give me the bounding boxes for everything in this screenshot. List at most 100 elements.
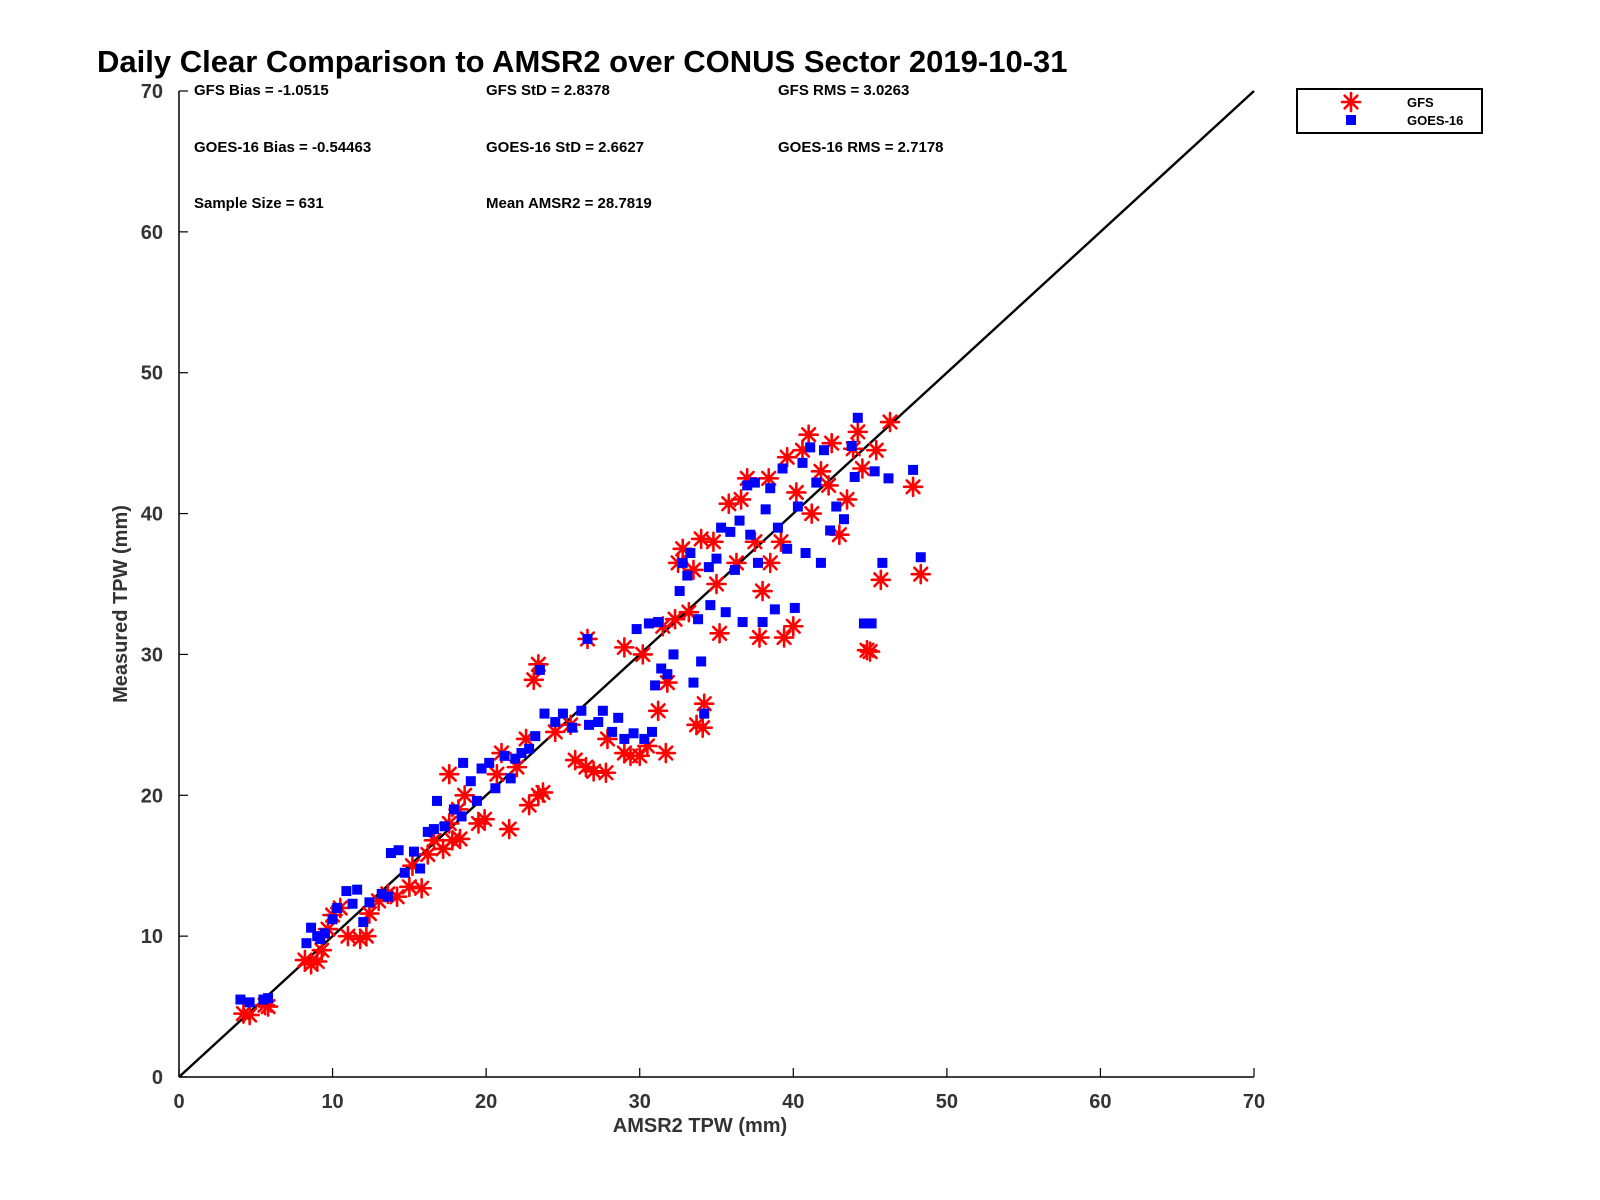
y-tick-label: 30 xyxy=(141,644,163,666)
goes-16-point xyxy=(742,480,753,491)
y-tick-label: 10 xyxy=(141,926,163,948)
gfs-point xyxy=(776,446,798,468)
goes-16-point xyxy=(364,897,375,908)
goes-16-point xyxy=(341,886,352,897)
goes-16-point xyxy=(315,933,326,944)
y-tick-label: 70 xyxy=(141,81,163,103)
gfs-point xyxy=(664,608,686,630)
goes-16-point xyxy=(301,938,312,949)
goes-16-point xyxy=(846,440,857,451)
gfs-point xyxy=(709,622,730,644)
gfs-point xyxy=(411,877,432,899)
goes-16-point xyxy=(358,917,369,928)
gfs-point xyxy=(847,421,869,443)
gfs-point xyxy=(836,489,858,510)
goes-16-point xyxy=(737,617,748,628)
gfs-point xyxy=(438,763,460,785)
gfs-point xyxy=(449,828,471,850)
goes-16-point xyxy=(415,863,426,874)
gfs-point xyxy=(417,844,439,865)
goes-16-point xyxy=(631,624,642,635)
gfs-point xyxy=(730,489,752,510)
x-tick-label: 20 xyxy=(475,1091,497,1113)
gfs-point xyxy=(523,669,545,691)
goes-16-point xyxy=(465,776,476,787)
goes-16-point xyxy=(716,522,727,533)
goes-16-point xyxy=(805,442,816,453)
goes-16-point xyxy=(883,473,894,484)
goes-16-point xyxy=(516,748,527,759)
y-tick-label: 50 xyxy=(141,363,163,385)
goes-16-point xyxy=(915,552,926,563)
goes-16-point xyxy=(458,757,469,768)
goes-16-point xyxy=(628,728,639,739)
gfs-point xyxy=(614,637,635,658)
goes-16-point xyxy=(769,604,780,615)
legend-goes-label: GOES-16 xyxy=(1407,113,1463,128)
gfs-point xyxy=(703,531,724,553)
gfs-point xyxy=(758,468,780,489)
goes-16-point xyxy=(471,795,482,806)
gfs-point xyxy=(865,439,887,461)
gfs-point xyxy=(486,763,508,785)
goes-16-point xyxy=(448,804,459,815)
gfs-point xyxy=(810,461,832,482)
goes-16-point xyxy=(432,795,442,806)
goes-16-point xyxy=(838,514,849,525)
goes-16-point xyxy=(653,617,664,628)
x-tick-label: 40 xyxy=(782,1091,804,1113)
gfs-std-text: GFS StD = 2.8378 xyxy=(486,82,610,99)
goes-16-point xyxy=(725,526,736,537)
legend: GFS GOES-16 xyxy=(1296,88,1483,134)
mean-amsr2-text: Mean AMSR2 = 28.7819 xyxy=(486,195,652,212)
gfs-point xyxy=(879,411,901,433)
goes-16-point xyxy=(385,848,396,859)
goes-16-point xyxy=(499,750,510,761)
gfs-point xyxy=(818,475,839,496)
goes-16-point xyxy=(428,824,439,835)
goes-16-point xyxy=(584,719,595,730)
goes-16-point xyxy=(711,553,722,564)
goes-16-point xyxy=(858,618,869,629)
goes-16-point xyxy=(510,753,521,764)
gfs-point xyxy=(870,569,892,591)
goes-16-point xyxy=(484,757,495,768)
goes-16-point xyxy=(693,614,704,625)
goes-16-point xyxy=(439,821,450,832)
goes-16-point xyxy=(332,902,343,913)
legend-gfs-asterisk xyxy=(1340,91,1362,113)
gfs-point xyxy=(239,1004,260,1026)
y-axis-label: Measured TPW (mm) xyxy=(110,505,132,703)
goes-16-point xyxy=(682,570,693,581)
goes-16-point xyxy=(567,722,578,733)
goes-16-point xyxy=(705,600,716,611)
goes-16-point xyxy=(866,618,877,629)
x-axis-label: AMSR2 TPW (mm) xyxy=(613,1115,787,1137)
goes-16-point xyxy=(576,705,587,716)
goes-16-point xyxy=(258,994,269,1005)
gfs-point xyxy=(454,784,475,806)
goes-16-point xyxy=(765,483,776,494)
gfs-point xyxy=(311,939,333,961)
x-tick-label: 0 xyxy=(173,1091,184,1113)
legend-box xyxy=(1296,88,1483,134)
gfs-point xyxy=(706,573,727,595)
goes-16-point xyxy=(674,586,685,597)
goes-std-text: GOES-16 StD = 2.6627 xyxy=(486,139,644,156)
gfs-point xyxy=(692,717,713,738)
gfs-point xyxy=(759,552,781,574)
goes-16-point xyxy=(757,617,768,628)
gfs-point xyxy=(902,476,924,498)
legend-gfs-marker xyxy=(1340,91,1362,113)
goes-16-point xyxy=(619,733,630,744)
x-tick-label: 60 xyxy=(1089,1091,1111,1113)
gfs-point xyxy=(782,615,804,637)
goes-16-point xyxy=(382,891,393,902)
goes-16-point xyxy=(408,846,419,857)
goes-16-point xyxy=(696,656,707,667)
goes-16-point xyxy=(662,669,673,680)
goes-16-point xyxy=(699,708,710,719)
gfs-point xyxy=(683,559,704,581)
goes-16-point xyxy=(869,466,880,477)
